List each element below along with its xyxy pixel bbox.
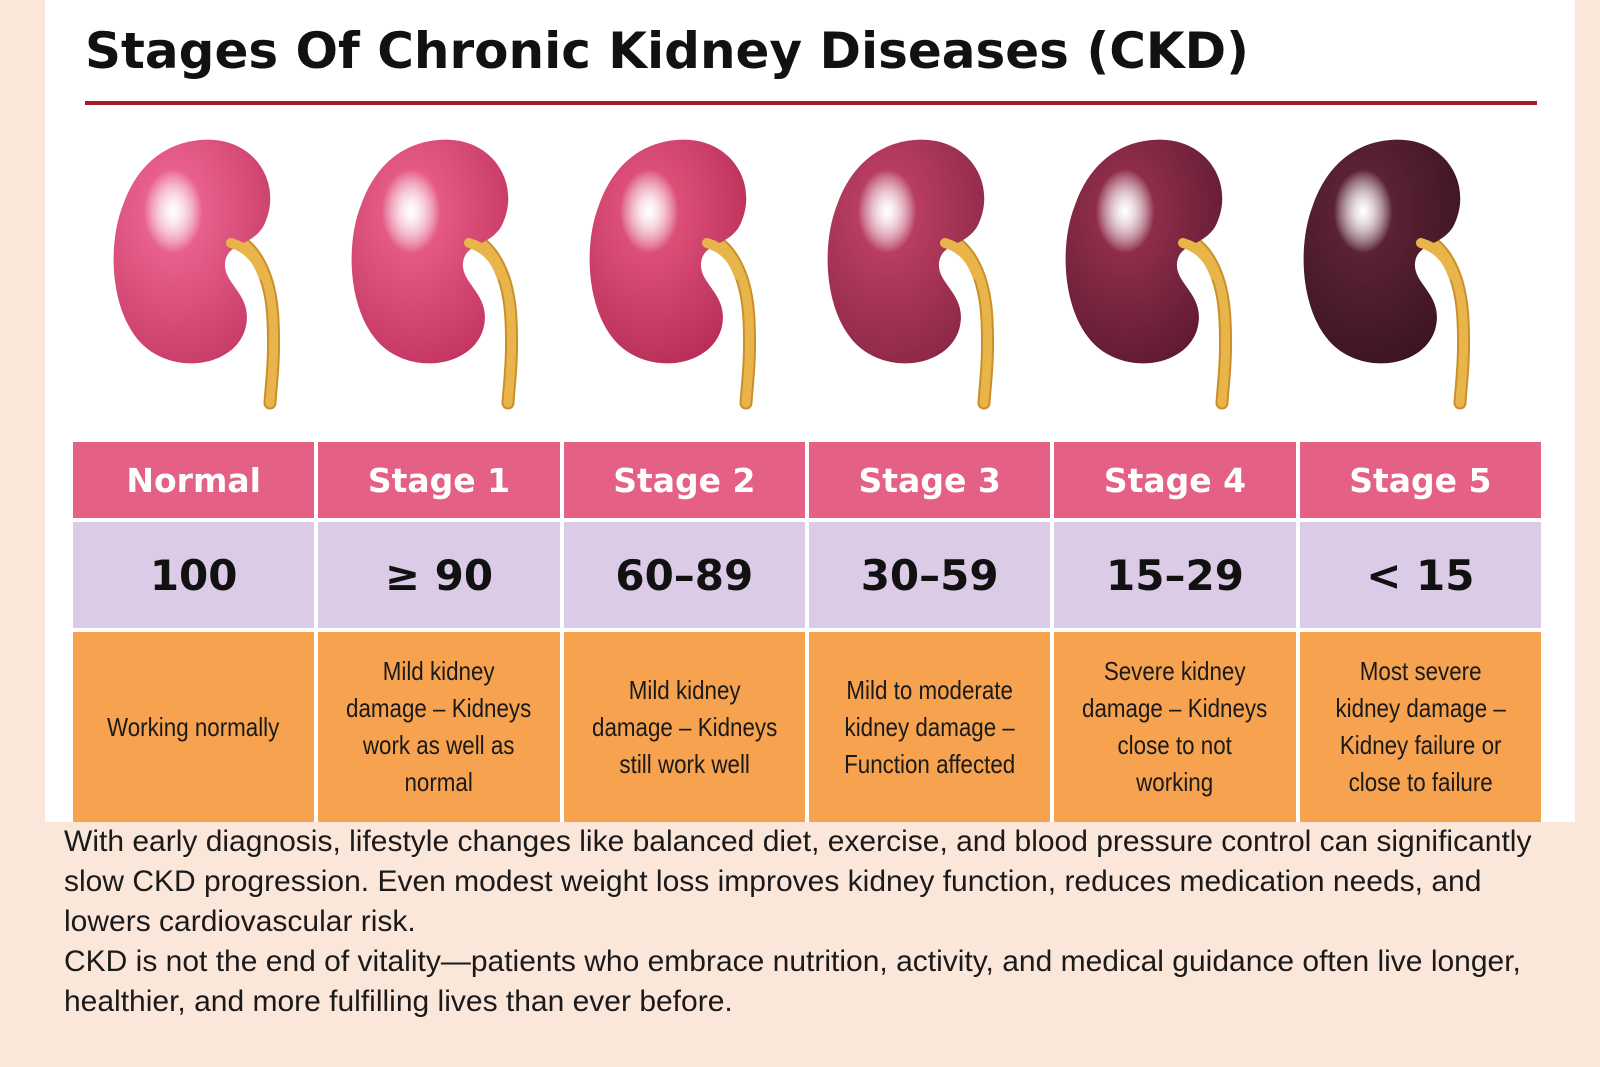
stage-header-3: Stage 3 [808,442,1051,522]
gfr-value-stage-4: 15–29 [1054,522,1296,632]
stage-header-normal: Normal [73,442,315,522]
kidney-illustrations [45,0,1575,420]
kidney-icon-stage-5 [1303,139,1471,410]
footer-paragraph-2: CKD is not the end of vitality—patients … [64,945,1521,1018]
kidney-icon-stage-4 [1065,139,1233,410]
stage-description-normal: Working normally [73,632,315,822]
stage-header-2: Stage 2 [563,442,805,522]
kidney-icon-normal [113,139,281,410]
ckd-stages-table: Normal Stage 1 Stage 2 Stage 3 Stage 4 S… [73,442,1541,822]
footer-paragraph-1: With early diagnosis, lifestyle changes … [64,825,1532,938]
page-title: Stages Of Chronic Kidney Diseases (CKD) [85,22,1249,80]
gfr-value-normal: 100 [73,522,315,632]
kidney-icon-stage-3 [827,139,995,410]
gfr-value-stage-5: < 15 [1299,522,1541,632]
stage-description-2: Mild kidney damage – Kidneys still work … [563,632,805,822]
infographic-panel: Stages Of Chronic Kidney Diseases (CKD) … [45,0,1575,822]
gfr-value-stage-1: ≥ 90 [318,522,560,632]
stage-description-3: Mild to moderate kidney damage – Functio… [808,632,1051,822]
gfr-value-stage-2: 60–89 [563,522,805,632]
kidney-icon-stage-2 [589,139,757,410]
title-divider [85,101,1537,105]
stage-description-4: Severe kidney damage – Kidneys close to … [1054,632,1296,822]
stage-description-5: Most severe kidney damage – Kidney failu… [1299,632,1541,822]
stage-description-1: Mild kidney damage – Kidneys work as wel… [318,632,560,822]
stage-header-1: Stage 1 [318,442,560,522]
stage-header-5: Stage 5 [1299,442,1541,522]
footer-text: With early diagnosis, lifestyle changes … [64,822,1564,1022]
kidney-icon-stage-1 [351,139,519,410]
gfr-value-stage-3: 30–59 [808,522,1051,632]
stage-header-4: Stage 4 [1054,442,1296,522]
